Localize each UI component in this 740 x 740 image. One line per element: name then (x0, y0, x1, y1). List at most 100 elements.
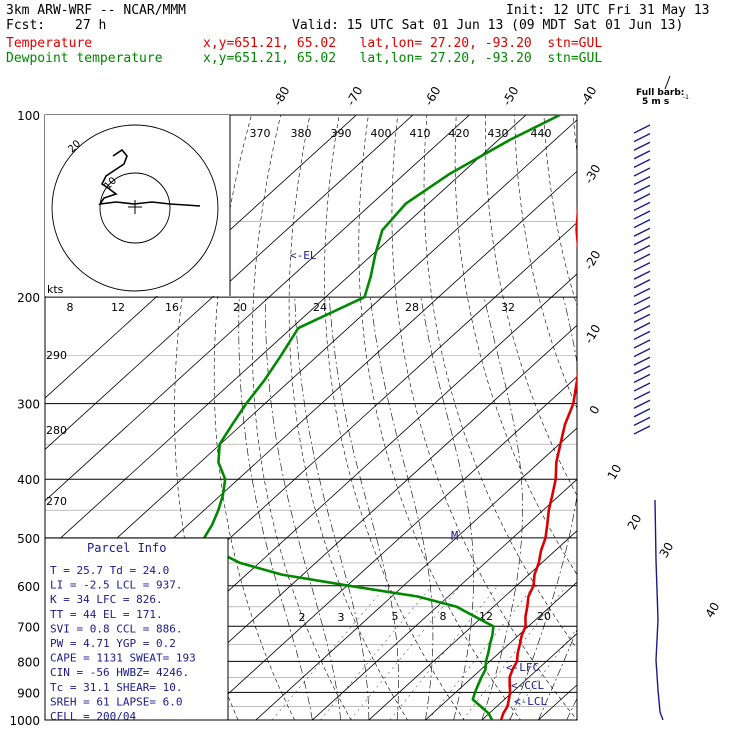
wind-barb-staff (633, 313, 651, 323)
wind-barb-staff (633, 167, 651, 177)
pressure-tick-label: 400 (17, 473, 40, 487)
wind-barbs (633, 124, 664, 721)
wind-barb-staff (633, 236, 651, 246)
wind-barb-staff (633, 218, 651, 229)
wind-barb (633, 218, 651, 229)
mixing-ratio-label: 5 (392, 610, 399, 623)
wind-barb-staff (633, 365, 651, 375)
temp-right-label: 30 (657, 540, 677, 560)
barb-key-exponent: -1 (683, 94, 689, 101)
parcel-row: SREH = 61 LAPSE= 6.0 (50, 695, 182, 708)
wind-barb-staff (633, 425, 651, 435)
ccl-marker: <-CCL (511, 679, 544, 692)
speed-label: 16 (165, 301, 179, 314)
wind-barb (633, 313, 651, 323)
wind-barb (633, 399, 651, 409)
parcel-row: CIN = -56 HWBZ= 4246. (50, 666, 189, 679)
model-title: 3km ARW-WRF -- NCAR/MMM (6, 3, 187, 18)
mixing-ratio-label: 8 (440, 610, 447, 623)
wind-barb-staff (633, 175, 651, 186)
hodograph-unit: kts (47, 283, 64, 296)
wind-barb (633, 261, 651, 272)
isotherm (424, 581, 577, 720)
pressure-tick-label: 700 (17, 620, 40, 634)
mixing-ratio-line (320, 585, 433, 720)
wind-barb (633, 365, 651, 375)
temp-right-tick: 0 (587, 403, 603, 417)
temp-top-label: -70 (344, 84, 366, 108)
diagram-grid (45, 87, 740, 733)
temp-right-label: 20 (625, 512, 645, 532)
wind-barb-staff (633, 244, 651, 255)
parcel-row: PW = 4.71 YGP = 0.2 (50, 637, 176, 650)
isotherm (45, 119, 577, 605)
parcel-row: LI = -2.5 LCL = 937. (50, 579, 182, 592)
temperature-profile (499, 204, 577, 720)
wind-barb (633, 287, 651, 298)
dry-adiabat (543, 115, 577, 307)
wind-barb-staff (633, 416, 651, 427)
wind-barb-staff (633, 150, 651, 160)
theta-label: 410 (410, 127, 431, 140)
theta-label: 370 (250, 127, 271, 140)
theta-label: 400 (371, 127, 392, 140)
wind-barb (633, 210, 651, 220)
hodograph-ring-inner (99, 172, 171, 244)
temp-right-label: 10 (605, 462, 625, 482)
plot-frame (44, 114, 578, 721)
init-time: Init: 12 UTC Fri 31 May 13 (506, 3, 710, 18)
temp-right-label: -10 (582, 322, 604, 346)
theta-label: 380 (291, 127, 312, 140)
forecast-hour-label: Fcst: (6, 18, 46, 33)
temp-top-tick: -70 (344, 84, 366, 108)
parcel-row: T = 25.7 Td = 24.0 (50, 564, 169, 577)
parcel-row: K = 34 LFC = 826. (50, 593, 163, 606)
isotherm (198, 376, 577, 720)
temp-right-tick: 40 (703, 600, 723, 620)
dry-adiabat (423, 115, 577, 650)
wind-barb-staff (633, 390, 651, 401)
wind-barb (633, 408, 651, 418)
temp-right-tick: -20 (582, 248, 604, 272)
wind-barb (633, 193, 651, 203)
wind-barb (633, 201, 651, 212)
dry-adiabat (358, 115, 521, 720)
dry-adiabat (288, 115, 408, 720)
wind-barb (633, 270, 651, 280)
speed-label: 12 (111, 301, 125, 314)
wind-barb-staff (633, 253, 651, 263)
wind-barb-staff (633, 184, 651, 194)
wind-barb-staff (633, 124, 651, 134)
parcel-row: TT = 44 EL = 171. (50, 608, 163, 621)
wind-barb (633, 150, 651, 160)
wind-barb-staff (633, 270, 651, 280)
wind-barb (633, 390, 651, 401)
temp-right-label: -30 (582, 162, 604, 186)
temperature-location: x,y=651.21, 65.02 lat,lon= 27.20, -93.20… (203, 36, 603, 51)
wind-barb (633, 304, 651, 315)
theta-label: 440 (531, 127, 552, 140)
speed-label: 8 (67, 301, 74, 314)
isotherm (45, 115, 527, 553)
wind-barb (633, 347, 651, 358)
temp-right-tick: 10 (605, 462, 625, 482)
dry-adiabat (454, 115, 577, 576)
parcel-title: Parcel Info (87, 541, 166, 555)
dry-adiabat (685, 87, 740, 733)
wind-barb-staff (633, 296, 651, 306)
dry-adiabat (600, 87, 740, 733)
forecast-hour-value: 27 h (75, 18, 107, 33)
dry-adiabat (252, 115, 352, 720)
temp-right-tick: 30 (657, 540, 677, 560)
valid-time: Valid: 15 UTC Sat 01 Jun 13 (09 MDT Sat … (292, 18, 684, 33)
speed-label: 28 (405, 301, 419, 314)
speed-label: 32 (501, 301, 515, 314)
dry-adiabat (628, 87, 740, 733)
wind-barb-staff (633, 132, 651, 143)
temp-top-tick: -80 (271, 84, 293, 108)
pressure-tick-label: 800 (17, 655, 40, 669)
wind-barb (633, 279, 651, 289)
wind-barb-staff (633, 399, 651, 409)
dry-adiabat (324, 115, 465, 720)
mixing-ratio-line (508, 628, 577, 720)
